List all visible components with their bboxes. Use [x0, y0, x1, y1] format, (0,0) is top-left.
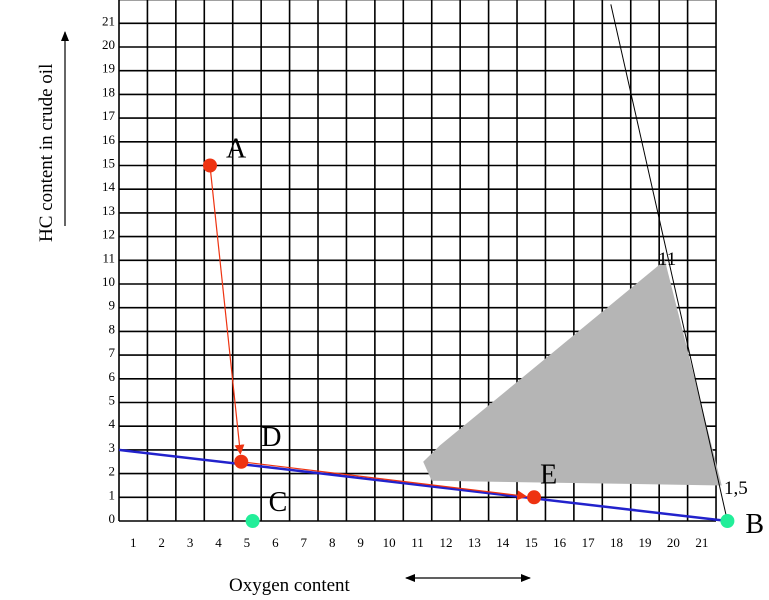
x-tick-label: 9: [357, 535, 364, 550]
mixing-line: [118, 448, 728, 523]
x-axis-title: Oxygen content: [229, 575, 351, 596]
y-tick-label: 17: [102, 108, 116, 123]
x-tick-label: 11: [411, 535, 424, 550]
y-tick-label: 4: [109, 416, 116, 431]
y-tick-label: 2: [109, 464, 116, 479]
y-axis-title: HC content in crude oil: [36, 64, 57, 242]
x-tick-label: 1: [130, 535, 137, 550]
y-tick-label: 3: [109, 440, 116, 455]
peak-value-label: 11: [658, 249, 676, 270]
point-label-b: B: [745, 509, 764, 540]
y-tick-label: 7: [109, 345, 116, 360]
y-tick-label: 13: [102, 203, 115, 218]
x-tick-label: 18: [610, 535, 623, 550]
y-tick-label: 9: [109, 298, 116, 313]
explosive-region: [423, 260, 722, 486]
y-tick-label: 14: [102, 179, 116, 194]
x-tick-label: 20: [667, 535, 680, 550]
y-tick-label: 5: [109, 393, 116, 408]
x-tick-labels: 1 2 3 4 5 6 7 8 9 10 11 12 13 14 15 16 17 18 19 20 21: [130, 535, 708, 550]
arrow-a-to-d: [209, 165, 245, 455]
y-tick-label: 6: [109, 369, 116, 384]
x-tick-label: 14: [496, 535, 510, 550]
y-tick-label: 19: [102, 61, 115, 76]
y-tick-label: 15: [102, 156, 115, 171]
points: A D E C B: [202, 134, 764, 540]
x-tick-label: 8: [329, 535, 336, 550]
y-tick-label: 10: [102, 274, 115, 289]
x-tick-label: 2: [158, 535, 165, 550]
y-tick-label: 1: [109, 487, 116, 502]
point-b: [720, 514, 735, 528]
point-e: [527, 490, 542, 505]
x-tick-label: 12: [439, 535, 452, 550]
x-tick-label: 7: [301, 535, 308, 550]
steep-boundary-line: [610, 4, 728, 522]
y-tick-label: 18: [102, 84, 115, 99]
point-label-a: A: [226, 134, 247, 165]
y-tick-label: 16: [102, 132, 116, 147]
point-c: [245, 514, 260, 528]
point-label-c: C: [269, 487, 288, 518]
y-tick-label: 21: [102, 13, 115, 28]
y-tick-label: 11: [102, 250, 115, 265]
point-d: [234, 454, 249, 469]
x-tick-label: 19: [638, 535, 651, 550]
point-a: [202, 158, 217, 173]
y-tick-label: 20: [102, 37, 115, 52]
corner-value-label: 1,5: [724, 478, 748, 499]
x-tick-label: 6: [272, 535, 279, 550]
x-tick-label: 10: [383, 535, 396, 550]
x-tick-label: 13: [468, 535, 481, 550]
y-tick-label: 8: [109, 321, 116, 336]
x-tick-label: 21: [695, 535, 708, 550]
x-tick-label: 3: [187, 535, 194, 550]
y-tick-label: 12: [102, 227, 115, 242]
x-tick-label: 17: [582, 535, 596, 550]
x-tick-label: 16: [553, 535, 567, 550]
point-label-d: D: [261, 422, 281, 453]
y-tick-label: 0: [109, 511, 116, 526]
x-tick-label: 5: [244, 535, 251, 550]
x-tick-label: 15: [525, 535, 538, 550]
point-label-e: E: [540, 459, 557, 490]
arrow-d-to-e: [241, 461, 528, 501]
x-tick-label: 4: [215, 535, 222, 550]
